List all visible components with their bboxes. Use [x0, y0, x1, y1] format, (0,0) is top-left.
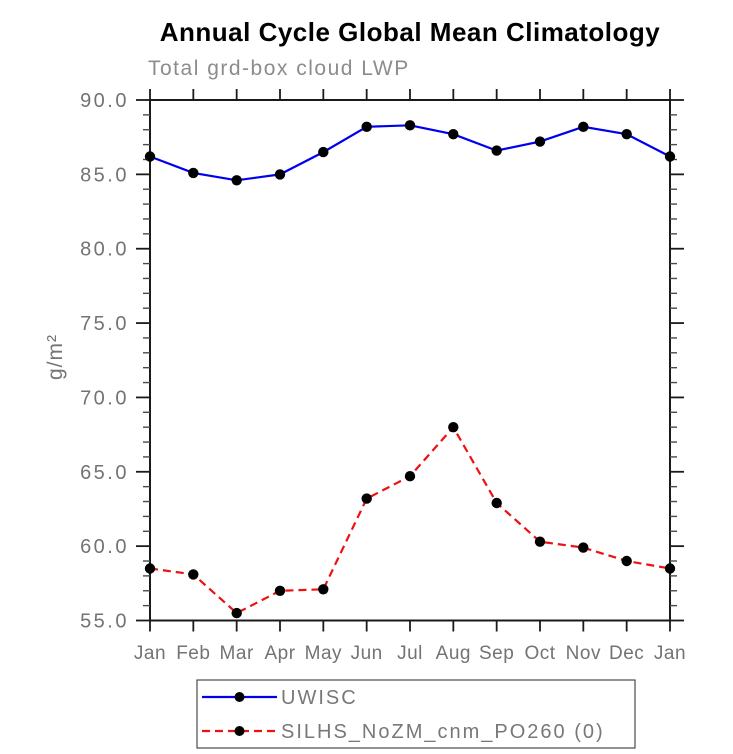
data-point-SILHS_NoZM_cnm_PO260 (0)	[231, 607, 242, 619]
legend-marker	[234, 726, 245, 736]
data-point-UWISC	[491, 145, 502, 156]
x-tick-label: Oct	[524, 643, 555, 664]
x-tick-label: Aug	[436, 643, 471, 664]
x-tick-label: Jun	[351, 643, 383, 664]
data-point-UWISC	[578, 121, 589, 132]
y-tick-label: 60.0	[80, 536, 129, 558]
x-tick-label: Jul	[397, 643, 423, 664]
y-tick-label: 70.0	[80, 387, 129, 409]
legend-marker	[234, 692, 245, 702]
data-point-UWISC	[448, 129, 459, 140]
series-line-SILHS_NoZM_cnm_PO260 (0)	[149, 425, 671, 615]
y-tick-label: 80.0	[80, 239, 129, 261]
data-point-UWISC	[621, 129, 632, 140]
chart-title: Annual Cycle Global Mean Climatology	[160, 17, 661, 47]
data-point-SILHS_NoZM_cnm_PO260 (0)	[361, 493, 372, 504]
y-axis-label: g/m²	[44, 334, 67, 380]
data-point-SILHS_NoZM_cnm_PO260 (0)	[274, 585, 286, 596]
data-point-UWISC	[534, 136, 546, 147]
plot-axes: Jan Feb Mar Apr May Jun Jul Aug Sep Oct Nov Dec Jan5…	[80, 89, 686, 664]
data-point-UWISC	[274, 169, 286, 180]
series-line-UWISC	[149, 124, 671, 182]
data-point-SILHS_NoZM_cnm_PO260 (0)	[144, 563, 156, 574]
x-tick-label: May	[305, 643, 342, 664]
data-point-SILHS_NoZM_cnm_PO260 (0)	[664, 563, 676, 574]
y-tick-label: 55.0	[80, 611, 129, 633]
legend-box	[196, 679, 636, 749]
x-tick-label: Jan	[134, 643, 166, 664]
data-point-SILHS_NoZM_cnm_PO260 (0)	[578, 542, 589, 553]
data-point-SILHS_NoZM_cnm_PO260 (0)	[534, 536, 546, 547]
y-tick-label: 65.0	[80, 462, 129, 484]
x-tick-label: Dec	[609, 643, 644, 664]
x-tick-label: Jan	[654, 643, 686, 664]
x-tick-label: Sep	[479, 643, 514, 664]
y-tick-label: 85.0	[80, 164, 129, 186]
data-point-UWISC	[664, 151, 676, 162]
data-point-SILHS_NoZM_cnm_PO260 (0)	[491, 497, 502, 509]
data-point-UWISC	[231, 175, 242, 186]
data-point-UWISC	[404, 120, 416, 131]
legend: UWISC SILHS_NoZM_cnm_PO260 (0)	[196, 679, 636, 749]
chart-subtitle: Total grd-box cloud LWP	[148, 57, 410, 80]
data-point-UWISC	[188, 167, 199, 179]
data-point-UWISC	[361, 121, 372, 132]
legend-label: UWISC	[281, 687, 358, 709]
data-point-SILHS_NoZM_cnm_PO260 (0)	[404, 471, 416, 482]
data-point-UWISC	[318, 146, 329, 158]
y-tick-label: 90.0	[80, 90, 129, 112]
data-point-SILHS_NoZM_cnm_PO260 (0)	[621, 555, 632, 567]
y-tick-label: 75.0	[80, 313, 129, 335]
x-tick-label: Feb	[176, 643, 210, 664]
data-point-UWISC	[144, 151, 156, 162]
legend-label: SILHS_NoZM_cnm_PO260 (0)	[281, 721, 605, 743]
data-point-SILHS_NoZM_cnm_PO260 (0)	[188, 569, 199, 580]
x-tick-label: Nov	[566, 643, 601, 664]
x-tick-label: Apr	[264, 643, 295, 664]
x-tick-label: Mar	[220, 643, 254, 664]
data-point-SILHS_NoZM_cnm_PO260 (0)	[318, 584, 329, 595]
data-point-SILHS_NoZM_cnm_PO260 (0)	[448, 422, 459, 433]
plot-series	[144, 120, 676, 619]
